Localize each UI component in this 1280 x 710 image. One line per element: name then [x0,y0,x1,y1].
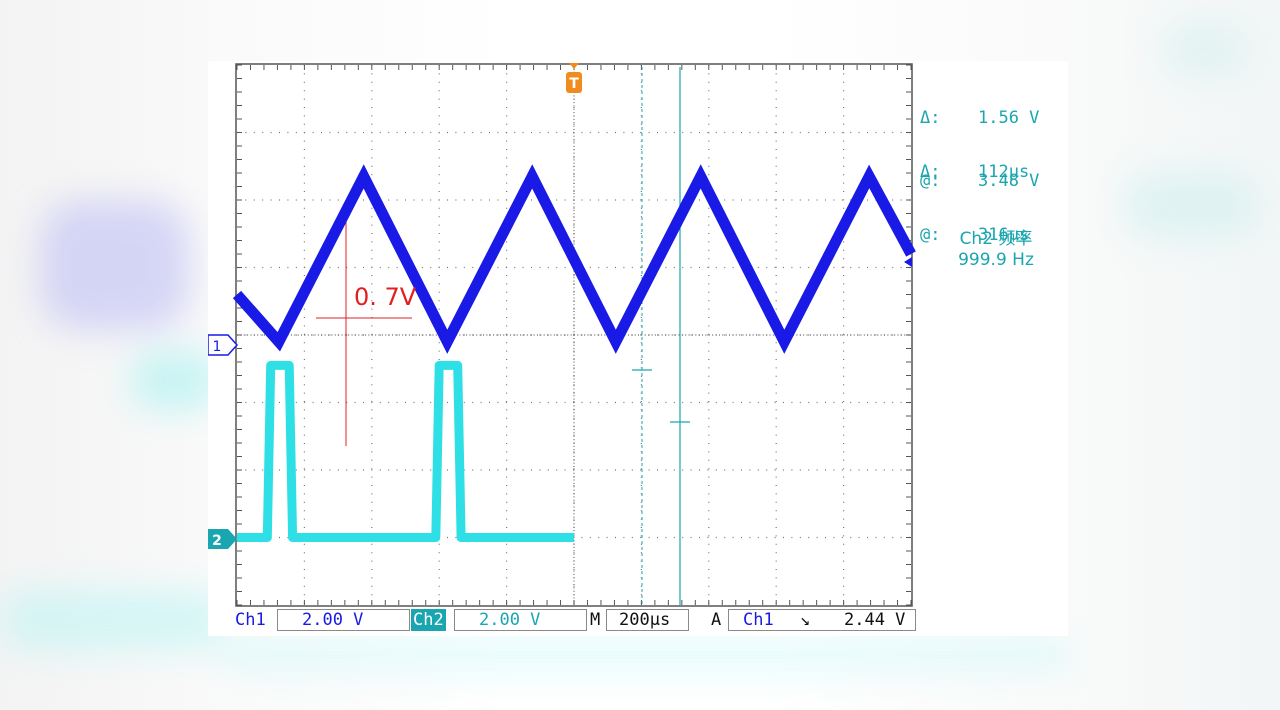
voltage-cursor-readout: Δ: 1.56 V @: 3.48 V [920,66,1039,234]
trigger-position-marker: T [566,63,582,93]
at-label: @: [920,225,941,245]
ch1-trace [232,164,916,354]
background-blur [0,590,230,650]
background-blur [220,640,1070,670]
ch2-label: Ch2 [411,609,446,631]
ch2-scale-box [454,609,587,631]
waveform-plot: 0. 7V T 1 2 [208,63,916,607]
delta-label: Δ: [920,108,941,128]
m-label: M [590,610,601,630]
ch1-marker-label: 1 [213,339,222,355]
timebase-value: 200µs [619,610,671,630]
ch2-scale: 2.00 V [479,610,541,630]
time-cursor-readout: Δ: 112µs @: 316µs [920,120,1029,288]
waveform-traces [232,164,916,542]
ch1-label: Ch1 [235,610,266,630]
trigger-slope-icon: ↘ [800,610,811,630]
trigger-box [728,609,916,631]
trigger-level-marker [904,257,912,267]
trigger-source: Ch1 [743,610,774,630]
ch2-ground-marker: 2 [208,529,237,549]
voltage-annotation: 0. 7V [354,283,417,311]
measurement-name: Ch2 频率 [959,229,1033,249]
time-at-value: 316µs [978,225,1030,245]
ch1-ground-marker: 1 [208,334,239,356]
background-blur [1160,20,1250,80]
voltage-delta-value: 1.56 V [978,108,1040,128]
ch1-scale-box [277,609,410,631]
ch2-trace [237,360,574,542]
trigger-level: 2.44 V [844,610,906,630]
voltage-at-value: 3.48 V [978,171,1040,191]
trigger-marker-label: T [569,76,579,92]
graticule-grid [236,64,912,606]
background-blur [1120,170,1260,240]
ch1-scale: 2.00 V [302,610,364,630]
oscilloscope-screen: 0. 7V T 1 2 Δ: 1.56 V @: 3.48 V Δ: 112µs @:… [208,61,1068,636]
timebase-box [606,609,689,631]
at-label: @: [920,171,941,191]
status-bar: Ch1 2.00 V Ch2 2.00 V M 200µs A Ch1 ↘ 2.… [208,607,916,633]
measurement-value: 999.9 Hz [958,250,1034,270]
frequency-measurement: Ch2 频率 999.9 Hz [936,229,1056,271]
a-label: A [711,610,722,630]
delta-label: Δ: [920,162,941,182]
time-delta-value: 112µs [978,162,1030,182]
background-blur [40,200,190,330]
ch2-marker-label: 2 [212,533,222,549]
background-blur [130,350,220,410]
